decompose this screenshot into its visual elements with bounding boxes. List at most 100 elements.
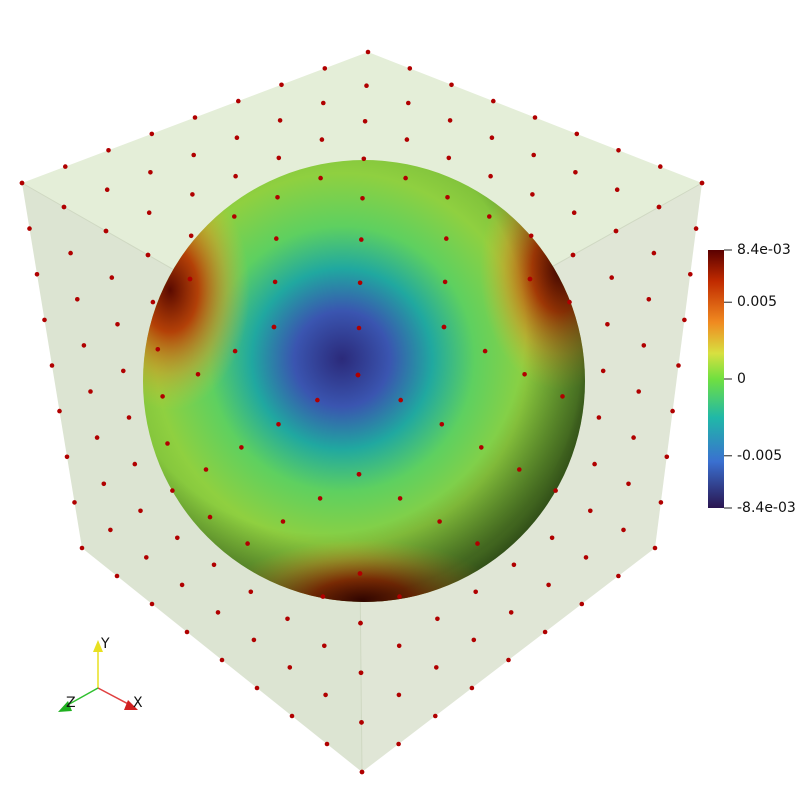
point	[322, 66, 328, 71]
point	[72, 500, 77, 505]
point	[239, 445, 244, 450]
point	[101, 481, 107, 487]
point	[433, 713, 438, 719]
point	[359, 237, 364, 242]
tick-label: -8.4e-03	[737, 500, 796, 516]
point	[149, 601, 155, 607]
point	[631, 435, 636, 440]
point	[664, 454, 670, 460]
point	[491, 98, 496, 104]
point	[277, 118, 283, 123]
points	[19, 49, 705, 775]
axis-label-x: X	[133, 695, 143, 711]
point	[682, 317, 687, 323]
point	[479, 445, 484, 450]
point	[88, 389, 93, 394]
point	[626, 481, 631, 487]
point	[19, 180, 25, 186]
point	[596, 415, 602, 420]
point	[285, 616, 290, 622]
point	[616, 573, 621, 579]
point	[148, 170, 153, 175]
point	[560, 394, 565, 399]
tick-label: 0	[737, 371, 746, 387]
point	[658, 164, 663, 169]
point	[567, 299, 572, 305]
point	[613, 228, 619, 234]
point	[254, 685, 260, 691]
point	[315, 397, 320, 403]
point	[355, 372, 361, 378]
tick-label: 0.005	[737, 294, 777, 310]
point	[570, 252, 576, 258]
point	[583, 555, 589, 560]
point	[688, 272, 693, 277]
point	[365, 49, 371, 55]
point	[441, 324, 447, 330]
point	[592, 461, 597, 467]
point	[482, 348, 488, 354]
point	[651, 250, 657, 256]
point	[34, 272, 40, 277]
point	[187, 276, 193, 282]
point	[506, 657, 511, 663]
point	[279, 82, 284, 88]
point	[404, 137, 410, 142]
point	[104, 187, 110, 192]
point	[64, 454, 70, 460]
axis-label-z: Z	[66, 695, 76, 711]
point	[396, 741, 401, 747]
point	[357, 571, 363, 576]
point	[234, 135, 240, 140]
point	[245, 541, 250, 546]
point	[160, 394, 165, 399]
point	[444, 236, 449, 241]
point	[145, 252, 151, 258]
point	[68, 250, 73, 256]
point	[150, 299, 156, 305]
point	[115, 322, 120, 327]
point	[621, 527, 626, 533]
point	[609, 275, 614, 280]
point	[359, 769, 365, 775]
point	[658, 500, 664, 505]
point	[236, 98, 241, 104]
point	[403, 175, 408, 181]
point	[144, 555, 149, 560]
point	[175, 535, 180, 541]
point	[670, 408, 675, 414]
point	[636, 389, 641, 394]
point	[274, 236, 279, 241]
point	[600, 368, 606, 374]
point	[57, 408, 62, 414]
point	[81, 343, 87, 348]
point	[361, 156, 367, 162]
point	[289, 713, 295, 719]
point	[207, 514, 213, 520]
point	[272, 279, 278, 285]
point	[573, 170, 578, 175]
axis-label-y: Y	[100, 636, 110, 652]
point	[132, 461, 138, 467]
point	[588, 508, 593, 514]
point	[546, 582, 551, 588]
point	[324, 741, 330, 747]
point	[398, 397, 404, 403]
orientation-axes: Y X Z	[58, 636, 143, 712]
sphere-shading	[143, 160, 585, 602]
point	[614, 187, 620, 192]
point	[317, 496, 323, 501]
point	[571, 210, 577, 215]
point	[357, 280, 363, 286]
point	[488, 173, 493, 179]
point	[356, 472, 362, 477]
point	[435, 616, 440, 622]
tick-label: 8.4e-03	[737, 242, 791, 258]
point	[275, 195, 280, 200]
point	[442, 279, 448, 285]
point	[170, 488, 175, 493]
point	[549, 535, 555, 541]
point	[103, 228, 109, 234]
point	[321, 100, 326, 106]
color-bar	[708, 250, 724, 508]
